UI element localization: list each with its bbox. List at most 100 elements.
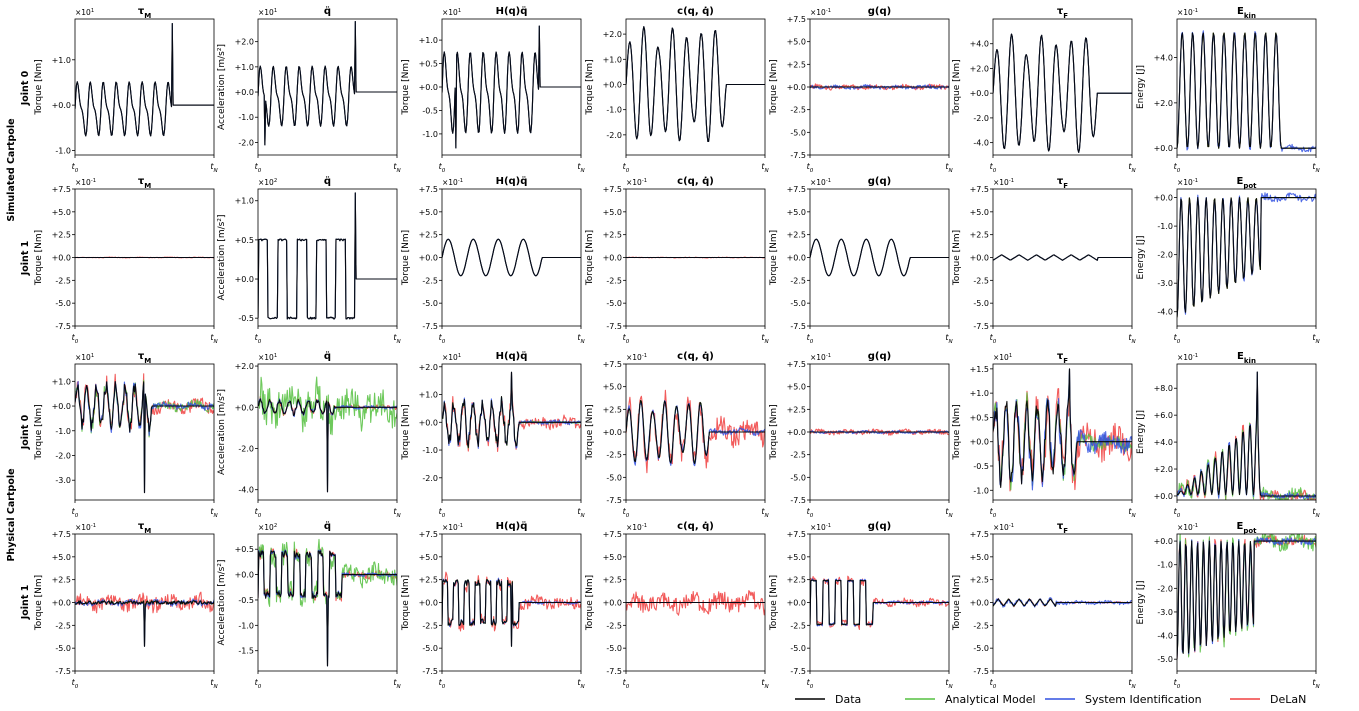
panel-r1-c7: +0.0 +2.0 +4.0 t0 tN Ekin ×10-1 Energy [J]	[1136, 6, 1320, 174]
y-tick-label: +2.5	[970, 576, 989, 585]
panel-r2-c2: -0.5 +0.0 +0.5 +1.0 t0 tN q̈ ×102 Acceleration […	[217, 175, 401, 345]
series-group	[626, 26, 765, 143]
series-line-data	[75, 381, 214, 494]
y-tick-label: -2.0	[55, 451, 71, 460]
y-tick-label: -5.0	[973, 644, 989, 653]
joint-label-row1: Joint 0	[20, 70, 31, 106]
y-tick-label: -5.0	[1157, 655, 1173, 664]
series-group	[75, 591, 214, 647]
y-tick-label: -3.0	[1157, 279, 1173, 288]
series-group	[626, 256, 765, 259]
system-label-simulated: Simulated Cartpole	[6, 118, 17, 221]
y-axis-label: Energy [J]	[1136, 65, 1146, 109]
y-tick-label: +7.5	[970, 185, 989, 194]
axis-multiplier: ×101	[75, 8, 94, 17]
y-tick-label: +0.0	[52, 254, 71, 263]
y-tick-label: -5.0	[790, 128, 806, 137]
y-tick-label: -4.0	[238, 486, 254, 495]
series-line-data	[993, 368, 1132, 489]
y-tick-label: -5.0	[790, 644, 806, 653]
x-tick-label: t0	[255, 333, 262, 345]
y-axis-label: Torque [Nm]	[769, 59, 779, 115]
series-line-data	[442, 25, 581, 149]
y-tick-label: -7.5	[973, 322, 989, 331]
panel-r2-c1: -7.5 -5.0 -2.5 +0.0 +2.5 +5.0 +7.5 t0 tN τM ×10-1 T…	[34, 176, 218, 345]
y-tick-label: -5.0	[790, 299, 806, 308]
y-tick-label: +1.0	[52, 56, 71, 65]
panel-r2-c3: -7.5 -5.0 -2.5 +0.0 +2.5 +5.0 +7.5 t0 tN H(q)q̈ ×1…	[401, 175, 585, 345]
y-tick-label: +0.0	[235, 275, 254, 284]
axis-multiplier: ×10-1	[626, 523, 647, 532]
panel-r1-c3: -1.0 -0.5 +0.0 +0.5 +1.0 t0 tN H(q)q̈ ×101 Torque…	[401, 5, 585, 174]
y-tick-label: -7.5	[55, 322, 71, 331]
y-tick-label: -7.5	[790, 496, 806, 505]
x-tick-label: tN	[1312, 678, 1320, 690]
y-axis-label: Torque [Nm]	[769, 230, 779, 286]
series-group	[993, 254, 1132, 261]
panel-title: H(q)q̈	[496, 175, 528, 187]
y-tick-label: +0.0	[52, 101, 71, 110]
y-tick-label: +0.0	[419, 418, 438, 427]
y-tick-label: -5.0	[790, 473, 806, 482]
y-tick-label: +5.0	[970, 553, 989, 562]
series-line-data	[626, 26, 765, 143]
series-group	[626, 389, 765, 474]
series-line-system-identification	[258, 192, 397, 320]
y-tick-label: -2.0	[238, 138, 254, 147]
y-tick-label: +2.5	[419, 231, 438, 240]
legend-label: DeLaN	[1270, 693, 1306, 706]
y-axis-label: Torque [Nm]	[401, 404, 411, 460]
axes-frame	[992, 363, 1133, 501]
legend: Data Analytical Model System Identificatio…	[795, 693, 1306, 706]
y-tick-label: +0.5	[235, 236, 254, 245]
axis-multiplier: ×10-1	[1177, 8, 1198, 17]
y-tick-label: -1.0	[1157, 222, 1173, 231]
y-tick-label: +0.0	[1154, 537, 1173, 546]
y-tick-label: -7.5	[606, 322, 622, 331]
y-tick-label: -1.0	[55, 146, 71, 155]
x-tick-label: tN	[761, 162, 769, 174]
y-axis-label: Energy [J]	[1136, 235, 1146, 279]
series-line-analytical-model	[258, 192, 397, 320]
y-tick-label: +8.0	[1154, 384, 1173, 393]
series-group	[75, 22, 214, 137]
series-group	[75, 256, 214, 259]
y-tick-label: +0.0	[419, 599, 438, 608]
axes-frame	[257, 188, 398, 327]
x-tick-label: t0	[255, 678, 262, 690]
series-group	[442, 571, 581, 647]
y-tick-label: +1.0	[970, 389, 989, 398]
x-tick-label: t0	[439, 507, 446, 519]
x-tick-label: tN	[210, 507, 218, 519]
axis-multiplier: ×102	[258, 523, 277, 532]
panel-title: c(q, q̇)	[677, 520, 714, 532]
y-tick-label: -5.0	[606, 473, 622, 482]
axis-multiplier: ×101	[442, 8, 461, 17]
x-tick-label: tN	[210, 333, 218, 345]
x-tick-label: tN	[393, 678, 401, 690]
y-tick-label: +0.0	[787, 428, 806, 437]
y-tick-label: +5.0	[419, 553, 438, 562]
series-group	[1177, 192, 1316, 318]
y-tick-label: +5.0	[787, 383, 806, 392]
axis-multiplier: ×101	[75, 353, 94, 362]
y-tick-label: -7.5	[790, 322, 806, 331]
y-tick-label: +5.0	[787, 553, 806, 562]
axes-frame	[1176, 188, 1317, 327]
series-group	[626, 590, 765, 616]
y-tick-label: +0.0	[787, 599, 806, 608]
y-tick-label: -5.0	[606, 644, 622, 653]
panel-r1-c6: -4.0 -2.0 +0.0 +2.0 +4.0 t0 tN τF Torque [Nm]	[952, 6, 1136, 174]
panel-r3-c4: -7.5 -5.0 -2.5 +0.0 +2.5 +5.0 +7.5 t0 tN c(q, q̇)…	[585, 350, 769, 519]
y-tick-label: +5.0	[787, 38, 806, 47]
panel-r3-c1: -3.0 -2.0 -1.0 +0.0 +1.0 t0 tN τM ×101 Torque [Nm…	[34, 351, 218, 519]
panel-title: c(q, q̇)	[677, 350, 714, 362]
series-line-delan	[626, 590, 765, 616]
axis-multiplier: ×10-1	[810, 523, 831, 532]
series-line-data	[258, 192, 397, 320]
x-tick-label: tN	[945, 507, 953, 519]
axes-frame	[625, 18, 766, 156]
series-group	[810, 575, 949, 631]
series-line-delan	[258, 192, 397, 320]
axes-frame	[257, 533, 398, 672]
